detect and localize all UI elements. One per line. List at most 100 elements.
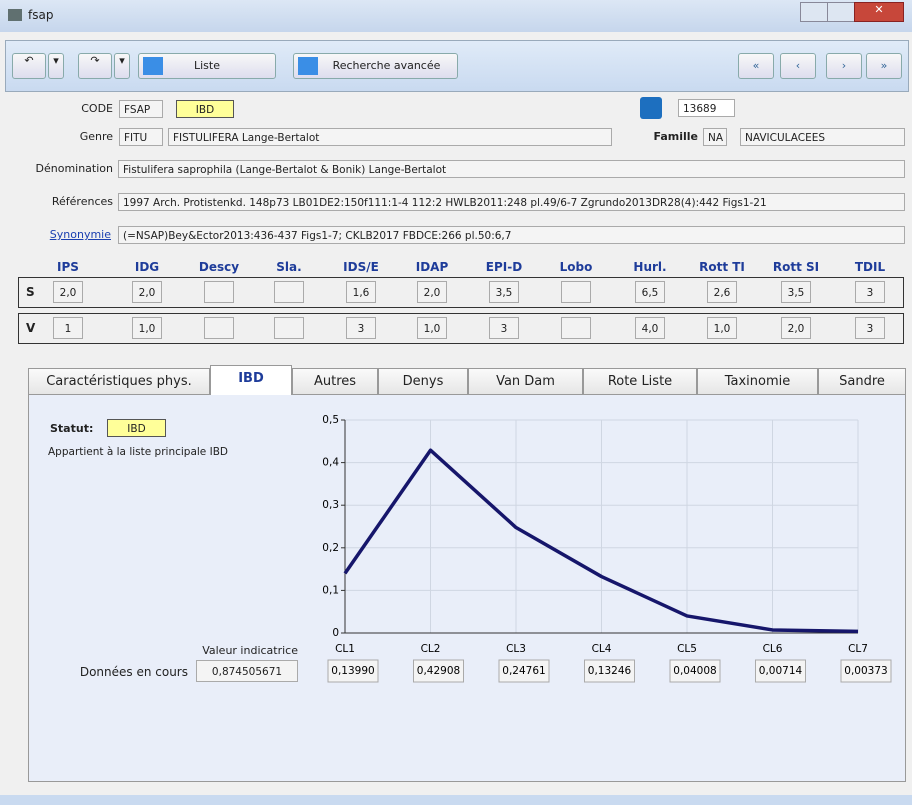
index-cell[interactable]: 2,0 [417,281,447,303]
value-label: 0,00714 [759,665,803,677]
record-icon[interactable] [640,97,662,119]
value-label: 0,13246 [588,665,632,677]
x-tick-label: CL5 [677,643,697,655]
index-cell[interactable]: 1,0 [132,317,162,339]
first-button[interactable]: « [738,53,774,79]
list-button[interactable]: Liste [138,53,276,79]
last-button[interactable]: » [866,53,902,79]
index-cell[interactable]: 1 [53,317,83,339]
search-button[interactable]: Recherche avancée [293,53,458,79]
indicator-label: Valeur indicatrice [202,644,298,657]
index-header: Rott TI [699,260,745,274]
index-cell[interactable]: 2,6 [707,281,737,303]
genre-name[interactable]: FISTULIFERA Lange-Bertalot [168,128,612,146]
value-label: 0,24761 [502,665,545,677]
index-cell[interactable] [561,281,591,303]
denomination-field[interactable]: Fistulifera saprophila (Lange-Bertalot &… [118,160,905,178]
prev-button[interactable]: ‹ [780,53,816,79]
index-cell[interactable]: 2,0 [53,281,83,303]
number-field[interactable]: 13689 [678,99,735,117]
tab[interactable]: Denys [378,368,468,394]
app-icon [8,9,22,21]
index-row [18,277,904,308]
index-cell[interactable] [274,317,304,339]
statut-note: Appartient à la liste principale IBD [48,446,228,458]
x-tick-label: CL2 [421,643,441,655]
value-box [840,659,892,683]
redo-button[interactable]: ↷ [78,53,112,79]
tab[interactable]: Van Dam [468,368,583,394]
x-tick-label: CL1 [335,643,355,655]
index-cell[interactable]: 3 [855,317,885,339]
close[interactable]: ✕ [854,2,904,22]
index-cell[interactable]: 6,5 [635,281,665,303]
famille-label: Famille [653,130,698,143]
index-cell[interactable]: 1,6 [346,281,376,303]
value-label: 0,00373 [844,665,887,677]
index-cell[interactable]: 1,0 [707,317,737,339]
window-title: fsap [28,8,54,22]
index-row [18,313,904,344]
y-tick-label: 0,4 [322,457,339,469]
row-label: S [26,285,35,299]
value-box [327,659,379,683]
genre-code[interactable]: FITU [119,128,163,146]
index-cell[interactable] [274,281,304,303]
references-label: Références [51,195,113,208]
tab[interactable]: Taxinomie [697,368,818,394]
x-tick-label: CL6 [763,643,783,655]
tab[interactable]: Caractéristiques phys. [28,368,210,394]
value-box [584,659,635,683]
index-cell[interactable]: 3,5 [781,281,811,303]
denomination-label: Dénomination [35,162,114,175]
index-cell[interactable]: 3 [489,317,519,339]
list-button-label: Liste [194,59,220,72]
references-field[interactable]: 1997 Arch. Protistenkd. 148p73 LB01DE2:1… [118,193,905,211]
index-header: Sla. [276,260,302,274]
x-tick-label: CL4 [592,643,612,655]
undo-menu[interactable]: ▾ [48,53,64,79]
index-header: TDIL [854,260,886,274]
famille-name[interactable]: NAVICULACEES [740,128,905,146]
next-button[interactable]: › [826,53,862,79]
index-cell[interactable]: 2,0 [781,317,811,339]
index-header: Lobo [559,260,593,274]
value-box [413,659,464,683]
tab[interactable]: Autres [292,368,378,394]
index-cell[interactable]: 1,0 [417,317,447,339]
tab[interactable]: Sandre [818,368,906,394]
synonymie-field[interactable]: (=NSAP)Bey&Ector2013:436-437 Figs1-7; CK… [118,226,905,244]
x-tick-label: CL7 [848,643,868,655]
index-cell[interactable] [204,317,234,339]
index-cell[interactable] [561,317,591,339]
tab[interactable]: Rote Liste [583,368,697,394]
index-header: Hurl. [633,260,667,274]
x-tick-label: CL3 [506,643,526,655]
index-cell[interactable]: 3 [346,317,376,339]
index-cell[interactable]: 2,0 [132,281,162,303]
code-field[interactable]: FSAP [119,100,163,118]
index-cell[interactable]: 4,0 [635,317,665,339]
index-cell[interactable]: 3 [855,281,885,303]
status-bar [0,795,912,805]
synonymie-link[interactable]: Synonymie [49,228,111,241]
index-header: Descy [198,260,240,274]
tab[interactable]: IBD [210,365,292,395]
row-label: V [26,321,36,335]
index-cell[interactable]: 3,5 [489,281,519,303]
y-tick-label: 0 [332,627,339,639]
y-tick-label: 0,2 [322,542,339,554]
index-header: IPS [57,260,79,274]
code-label: CODE [81,102,113,115]
index-header: Rott SI [772,260,820,274]
index-cell[interactable] [204,281,234,303]
famille-code[interactable]: NA [703,128,727,146]
redo-menu[interactable]: ▾ [114,53,130,79]
undo-button[interactable]: ↶ [12,53,46,79]
value-label: 0,13990 [331,665,374,677]
y-tick-label: 0,1 [322,584,339,596]
value-box [498,659,550,683]
y-tick-label: 0,5 [322,414,339,426]
